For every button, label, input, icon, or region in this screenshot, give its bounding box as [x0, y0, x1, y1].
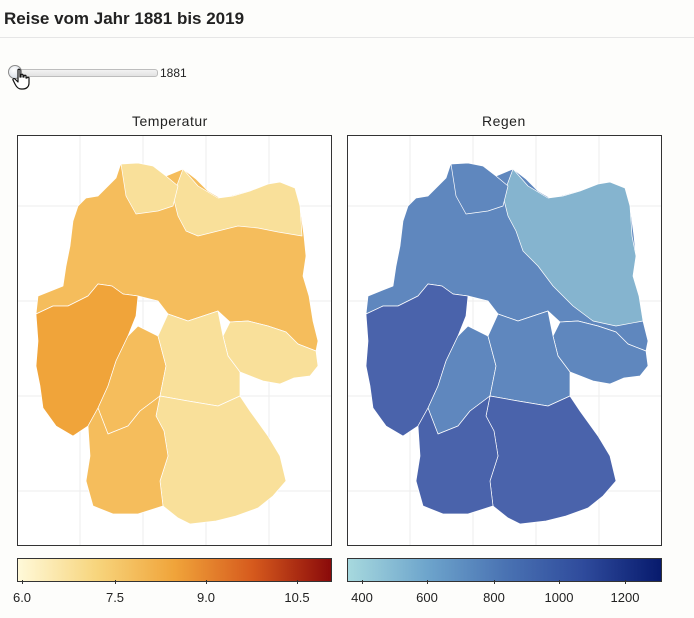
hand-cursor-icon [12, 68, 30, 90]
region-south [155, 395, 287, 525]
temperature-tick [115, 580, 116, 584]
rain-tick [559, 580, 560, 584]
region-northeast [172, 168, 303, 237]
rain-tick [427, 580, 428, 584]
temperature-tick-label: 9.0 [196, 590, 216, 605]
region-center [157, 310, 241, 407]
region-southwest [415, 395, 499, 515]
region-schleswig [120, 162, 179, 215]
page-title: Reise vom Jahr 1881 bis 2019 [4, 9, 245, 28]
rain-tick-label: 600 [416, 590, 438, 605]
region-south [485, 395, 617, 525]
rain-tick-label: 1000 [544, 590, 574, 605]
temperature-map-panel [17, 135, 332, 546]
rain-tick [362, 580, 363, 584]
rain-color-legend [347, 558, 662, 582]
rain-tick-label: 400 [351, 590, 373, 605]
temperature-tick-label: 6.0 [12, 590, 32, 605]
rain-map-panel [347, 135, 662, 546]
region-center [487, 310, 571, 407]
rain-tick [625, 580, 626, 584]
rain-tick [494, 580, 495, 584]
rain-map [348, 136, 661, 545]
region-southwest [85, 395, 169, 515]
temperature-tick [206, 580, 207, 584]
temperature-tick [22, 580, 23, 584]
temperature-panel-title: Temperatur [132, 113, 208, 129]
region-schleswig [450, 162, 509, 215]
rain-panel-title: Regen [482, 113, 526, 129]
temperature-color-legend [17, 558, 332, 582]
temperature-tick-label: 7.5 [105, 590, 125, 605]
rain-tick-label: 800 [483, 590, 505, 605]
rain-tick-label: 1200 [610, 590, 640, 605]
region-northeast [502, 168, 644, 327]
temperature-tick-label: 10.5 [284, 590, 310, 605]
temperature-map [18, 136, 331, 545]
slider-year-value: 1881 [160, 66, 187, 80]
year-slider-track[interactable] [12, 69, 158, 77]
title-divider [0, 37, 694, 38]
temperature-tick [297, 580, 298, 584]
